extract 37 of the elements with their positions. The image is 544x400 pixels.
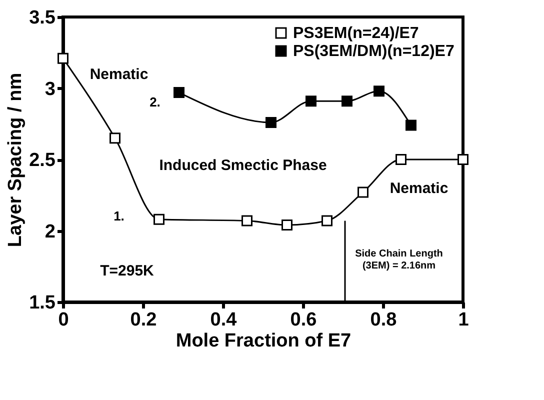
x-tick-label: 0 (58, 310, 69, 330)
point (174, 87, 184, 98)
annotation: Induced Smectic Phase (159, 157, 327, 174)
legend-label: PS(3EM/DM)(n=12)E7 (293, 43, 454, 60)
y-tick-label: 2 (44, 221, 56, 242)
point (458, 154, 468, 165)
point (242, 215, 252, 226)
x-tick-label: 0.4 (210, 310, 238, 330)
point (358, 186, 368, 198)
annotation: 2. (150, 94, 160, 110)
point (154, 214, 164, 225)
y-tick-label: 3 (44, 78, 56, 100)
point (58, 52, 68, 64)
x-tick-label: 0.2 (130, 310, 157, 330)
y-tick-label: 2.5 (29, 150, 56, 171)
point (406, 120, 416, 131)
y-axis-title: Layer Spacing / nm (5, 72, 26, 248)
point (322, 215, 332, 226)
annotation: Nematic (390, 180, 448, 197)
annotation: 1. (114, 208, 124, 224)
point (266, 116, 276, 128)
point (110, 132, 120, 144)
x-tick-label: 0.8 (370, 310, 397, 330)
x-tick-label: 1 (458, 310, 470, 330)
annotation: Nematic (90, 66, 148, 83)
point (342, 96, 352, 107)
x-axis-title: Mole Fraction of E7 (176, 330, 352, 352)
y-tick-label: 3.5 (29, 8, 56, 28)
annotation: T=295K (100, 262, 154, 280)
y-tick-label: 1.5 (29, 292, 56, 314)
annotation: Side Chain Length (3EM) = 2.16nm (355, 248, 443, 272)
legend-label: PS3EM(n=24)/E7 (293, 25, 419, 42)
point (396, 154, 406, 165)
point (282, 220, 292, 231)
point (374, 86, 384, 97)
point (306, 96, 316, 107)
x-tick-label: 0.6 (290, 310, 317, 330)
